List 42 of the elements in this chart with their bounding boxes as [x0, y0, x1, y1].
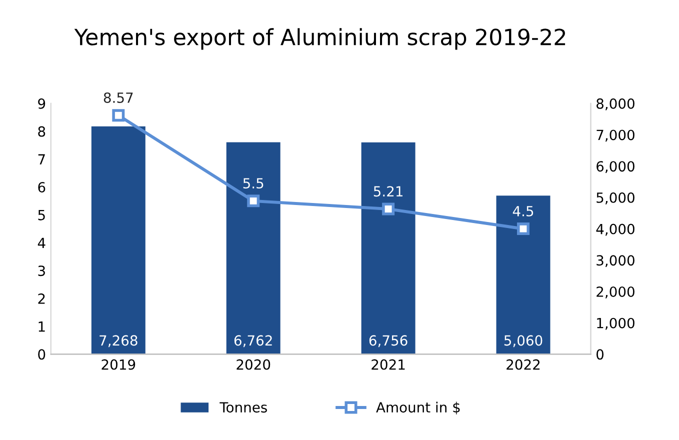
data-label: 5.5 [243, 178, 264, 189]
legend-label: Tonnes [220, 402, 267, 413]
y-tick-label: 1 [38, 321, 45, 332]
y2-tick-label: 6,000 [596, 161, 634, 173]
bar [91, 126, 146, 354]
bar [226, 142, 280, 354]
data-label: 8.57 [104, 92, 133, 103]
x-tick-label: 2021 [372, 359, 405, 370]
y-tick-label: 3 [38, 266, 45, 276]
y-tick-label: 8 [38, 126, 46, 137]
y2-tick-label: 3,000 [596, 255, 634, 268]
y2-tick-label: 4,000 [596, 224, 634, 236]
y2-tick-label: 7,000 [596, 130, 634, 142]
legend-label: Amount in $ [376, 402, 460, 414]
y2-tick-label: 1,000 [597, 318, 634, 330]
y-tick-label: 5 [38, 210, 45, 220]
x-tick-label: 2019 [102, 359, 136, 370]
point [382, 202, 395, 216]
data-label: 6,762 [234, 335, 272, 348]
x-tick-label: 2020 [236, 359, 270, 370]
point [247, 194, 260, 208]
y2-tick-label: 8,000 [596, 98, 634, 110]
y2-tick-label: 0 [596, 349, 604, 360]
point [112, 109, 125, 122]
y-tick-label: 7 [38, 154, 45, 164]
y-tick-label: 6 [38, 182, 46, 192]
chart-title: Yemen's export of Aluminium scrap 2019-22 [74, 28, 566, 50]
y-tick-label: 0 [38, 349, 46, 360]
y-tick-label: 2 [38, 293, 45, 304]
data-label: 7,268 [100, 335, 138, 348]
data-label: 5.21 [374, 186, 402, 197]
y-tick-label: 4 [38, 238, 46, 248]
data-label: 5,060 [504, 335, 542, 348]
bar [361, 142, 416, 354]
x-tick-label: 2022 [506, 359, 540, 370]
y2-tick-label: 2,000 [596, 286, 634, 298]
bar [496, 196, 550, 354]
data-label: 6,756 [369, 335, 408, 348]
y2-tick-label: 5,000 [596, 192, 634, 204]
point [517, 222, 530, 236]
data-label: 4.5 [512, 206, 534, 216]
y-tick-label: 9 [38, 98, 46, 109]
